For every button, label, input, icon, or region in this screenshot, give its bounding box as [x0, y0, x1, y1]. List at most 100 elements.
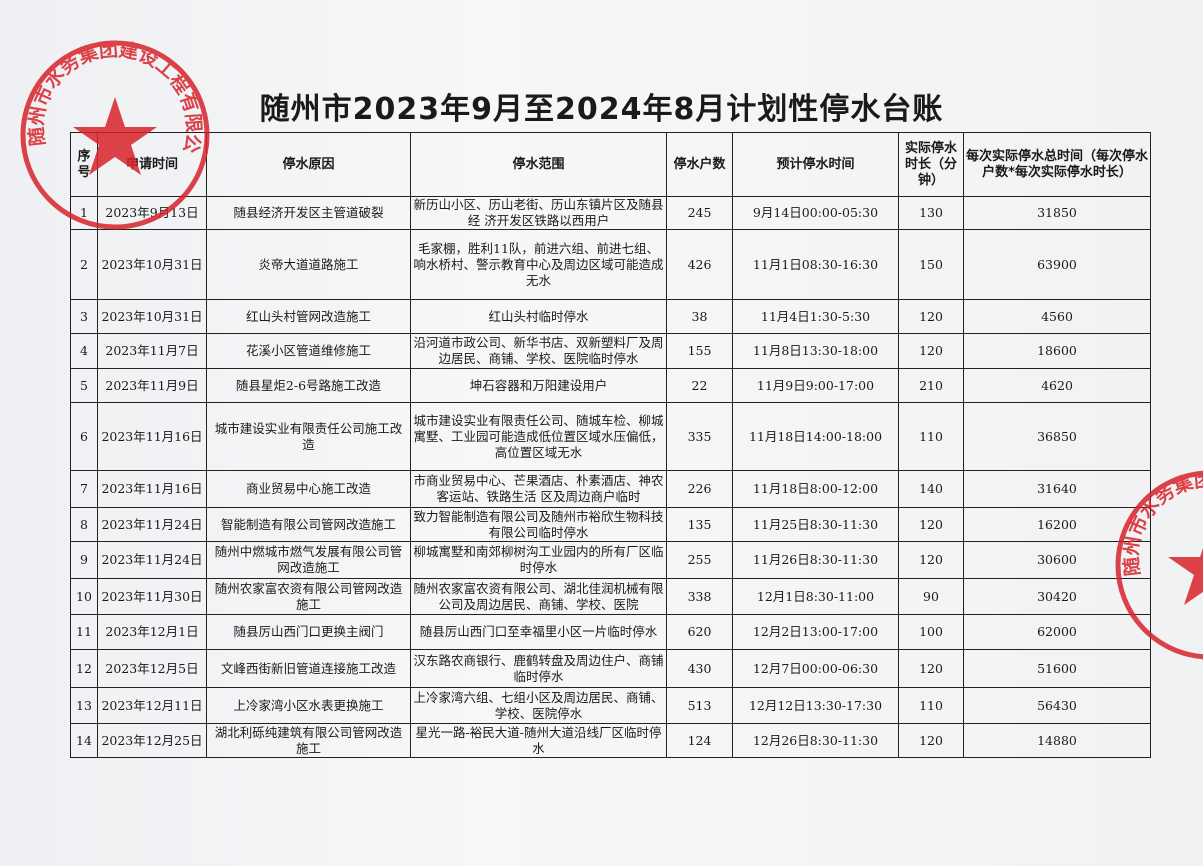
outage-range-cell: 随县厉山西门口至幸福里小区一片临时停水 — [410, 614, 667, 650]
outage-reason-cell: 随州中燃城市燃气发展有限公司管网改造施工 — [206, 541, 411, 579]
row-number-cell: 11 — [70, 614, 98, 650]
planned-time-cell: 11月18日8:00-12:00 — [732, 470, 899, 508]
apply-date-cell: 2023年12月5日 — [97, 649, 207, 688]
row-number-cell: 13 — [70, 687, 98, 724]
outage-range-cell: 致力智能制造有限公司及随州市裕欣生物科技有限公司临时停水 — [410, 507, 667, 542]
total-time-cell: 30600 — [963, 541, 1151, 579]
actual-duration-cell: 120 — [898, 507, 964, 542]
outage-range-cell: 坤石容器和万阳建设用户 — [410, 368, 667, 403]
outage-reason-cell: 花溪小区管道维修施工 — [206, 333, 411, 369]
outage-reason-cell: 随州农家富农资有限公司管网改造施工 — [206, 578, 411, 615]
header-no: 序号 — [70, 132, 98, 197]
total-time-cell: 16200 — [963, 507, 1151, 542]
planned-time-cell: 12月2日13:00-17:00 — [732, 614, 899, 650]
outage-range-cell: 新历山小区、历山老街、历山东镇片区及随县经 济开发区铁路以西用户 — [410, 196, 667, 230]
household-count-cell: 124 — [666, 723, 733, 758]
table-row: 9 2023年11月24日 随州中燃城市燃气发展有限公司管网改造施工 柳城寓墅和南郊柳… — [70, 541, 1151, 579]
outage-range-cell: 随州农家富农资有限公司、湖北佳润机械有限公司及周边居民、商铺、学校、医院 — [410, 578, 667, 615]
actual-duration-cell: 130 — [898, 196, 964, 230]
household-count-cell: 335 — [666, 402, 733, 471]
row-number-cell: 6 — [70, 402, 98, 471]
outage-range-cell: 毛家棚，胜利11队，前进六组、前进七组、响水桥村、警示教育中心及周边区域可能造成… — [410, 229, 667, 300]
total-time-cell: 4560 — [963, 299, 1151, 334]
table-row: 2 2023年10月31日 炎帝大道道路施工 毛家棚，胜利11队，前进六组、前进七组、… — [70, 229, 1151, 300]
outage-reason-cell: 智能制造有限公司管网改造施工 — [206, 507, 411, 542]
planned-time-cell: 11月1日08:30-16:30 — [732, 229, 899, 300]
household-count-cell: 38 — [666, 299, 733, 334]
header-range: 停水范围 — [410, 132, 667, 197]
apply-date-cell: 2023年12月1日 — [97, 614, 207, 650]
outage-reason-cell: 文峰西街新旧管道连接施工改造 — [206, 649, 411, 688]
document-title: 随州市2023年9月至2024年8月计划性停水台账 — [259, 92, 944, 127]
table-row: 1 2023年9月13日 随县经济开发区主管道破裂 新历山小区、历山老街、历山东镇片区… — [70, 196, 1151, 230]
outage-reason-cell: 商业贸易中心施工改造 — [206, 470, 411, 508]
apply-date-cell: 2023年11月7日 — [97, 333, 207, 369]
row-number-cell: 8 — [70, 507, 98, 542]
total-time-cell: 62000 — [963, 614, 1151, 650]
table-row: 12 2023年12月5日 文峰西街新旧管道连接施工改造 汉东路农商银行、鹿鹤转盘及周… — [70, 649, 1151, 688]
header-time: 预计停水时间 — [732, 132, 899, 197]
total-time-cell: 56430 — [963, 687, 1151, 724]
water-outage-ledger-table: 序号 申请时间 停水原因 停水范围 停水户数 预计停水时间 实际停水时长（分钟）… — [70, 132, 1151, 758]
table-row: 7 2023年11月16日 商业贸易中心施工改造 市商业贸易中心、芒果酒店、朴素酒店、… — [70, 470, 1151, 508]
row-number-cell: 12 — [70, 649, 98, 688]
outage-range-cell: 上冷家湾六组、七组小区及周边居民、商铺、学校、医院停水 — [410, 687, 667, 724]
household-count-cell: 245 — [666, 196, 733, 230]
total-time-cell: 30420 — [963, 578, 1151, 615]
apply-date-cell: 2023年12月25日 — [97, 723, 207, 758]
planned-time-cell: 12月26日8:30-11:30 — [732, 723, 899, 758]
outage-reason-cell: 红山头村管网改造施工 — [206, 299, 411, 334]
total-time-cell: 51600 — [963, 649, 1151, 688]
header-date: 申请时间 — [97, 132, 207, 197]
outage-range-cell: 沿河道市政公司、新华书店、双新塑料厂及周边居民、商铺、学校、医院临时停水 — [410, 333, 667, 369]
outage-range-cell: 市商业贸易中心、芒果酒店、朴素酒店、神农客运站、铁路生活 区及周边商户临时 — [410, 470, 667, 508]
total-time-cell: 63900 — [963, 229, 1151, 300]
actual-duration-cell: 120 — [898, 649, 964, 688]
actual-duration-cell: 150 — [898, 229, 964, 300]
planned-time-cell: 11月4日1:30-5:30 — [732, 299, 899, 334]
header-reason: 停水原因 — [206, 132, 411, 197]
row-number-cell: 14 — [70, 723, 98, 758]
planned-time-cell: 12月12日13:30-17:30 — [732, 687, 899, 724]
outage-reason-cell: 随县厉山西门口更换主阀门 — [206, 614, 411, 650]
header-households: 停水户数 — [666, 132, 733, 197]
apply-date-cell: 2023年10月31日 — [97, 299, 207, 334]
table-row: 11 2023年12月1日 随县厉山西门口更换主阀门 随县厉山西门口至幸福里小区一片临… — [70, 614, 1151, 650]
apply-date-cell: 2023年11月16日 — [97, 402, 207, 471]
actual-duration-cell: 120 — [898, 723, 964, 758]
outage-reason-cell: 上冷家湾小区水表更换施工 — [206, 687, 411, 724]
apply-date-cell: 2023年11月24日 — [97, 507, 207, 542]
header-duration: 实际停水时长（分钟） — [898, 132, 964, 197]
planned-time-cell: 12月1日8:30-11:00 — [732, 578, 899, 615]
table-row: 10 2023年11月30日 随州农家富农资有限公司管网改造施工 随州农家富农资有限公… — [70, 578, 1151, 615]
household-count-cell: 255 — [666, 541, 733, 579]
planned-time-cell: 9月14日00:00-05:30 — [732, 196, 899, 230]
row-number-cell: 9 — [70, 541, 98, 579]
header-total: 每次实际停水总时间（每次停水户数*每次实际停水时长） — [963, 132, 1151, 197]
row-number-cell: 3 — [70, 299, 98, 334]
table-row: 6 2023年11月16日 城市建设实业有限责任公司施工改造 城市建设实业有限责任公司… — [70, 402, 1151, 471]
planned-time-cell: 11月25日8:30-11:30 — [732, 507, 899, 542]
planned-time-cell: 12月7日00:00-06:30 — [732, 649, 899, 688]
household-count-cell: 22 — [666, 368, 733, 403]
apply-date-cell: 2023年9月13日 — [97, 196, 207, 230]
planned-time-cell: 11月8日13:30-18:00 — [732, 333, 899, 369]
table-row: 4 2023年11月7日 花溪小区管道维修施工 沿河道市政公司、新华书店、双新塑料厂及… — [70, 333, 1151, 369]
outage-range-cell: 汉东路农商银行、鹿鹤转盘及周边住户、商铺临时停水 — [410, 649, 667, 688]
table-row: 3 2023年10月31日 红山头村管网改造施工 红山头村临时停水 38 11月4日1:3… — [70, 299, 1151, 334]
total-time-cell: 31640 — [963, 470, 1151, 508]
apply-date-cell: 2023年10月31日 — [97, 229, 207, 300]
household-count-cell: 155 — [666, 333, 733, 369]
apply-date-cell: 2023年11月30日 — [97, 578, 207, 615]
row-number-cell: 10 — [70, 578, 98, 615]
table-row: 5 2023年11月9日 随县星炬2-6号路施工改造 坤石容器和万阳建设用户 22 11月… — [70, 368, 1151, 403]
outage-reason-cell: 随县星炬2-6号路施工改造 — [206, 368, 411, 403]
actual-duration-cell: 210 — [898, 368, 964, 403]
total-time-cell: 31850 — [963, 196, 1151, 230]
actual-duration-cell: 110 — [898, 402, 964, 471]
household-count-cell: 135 — [666, 507, 733, 542]
table-row: 8 2023年11月24日 智能制造有限公司管网改造施工 致力智能制造有限公司及随州市… — [70, 507, 1151, 542]
row-number-cell: 2 — [70, 229, 98, 300]
actual-duration-cell: 120 — [898, 541, 964, 579]
row-number-cell: 7 — [70, 470, 98, 508]
